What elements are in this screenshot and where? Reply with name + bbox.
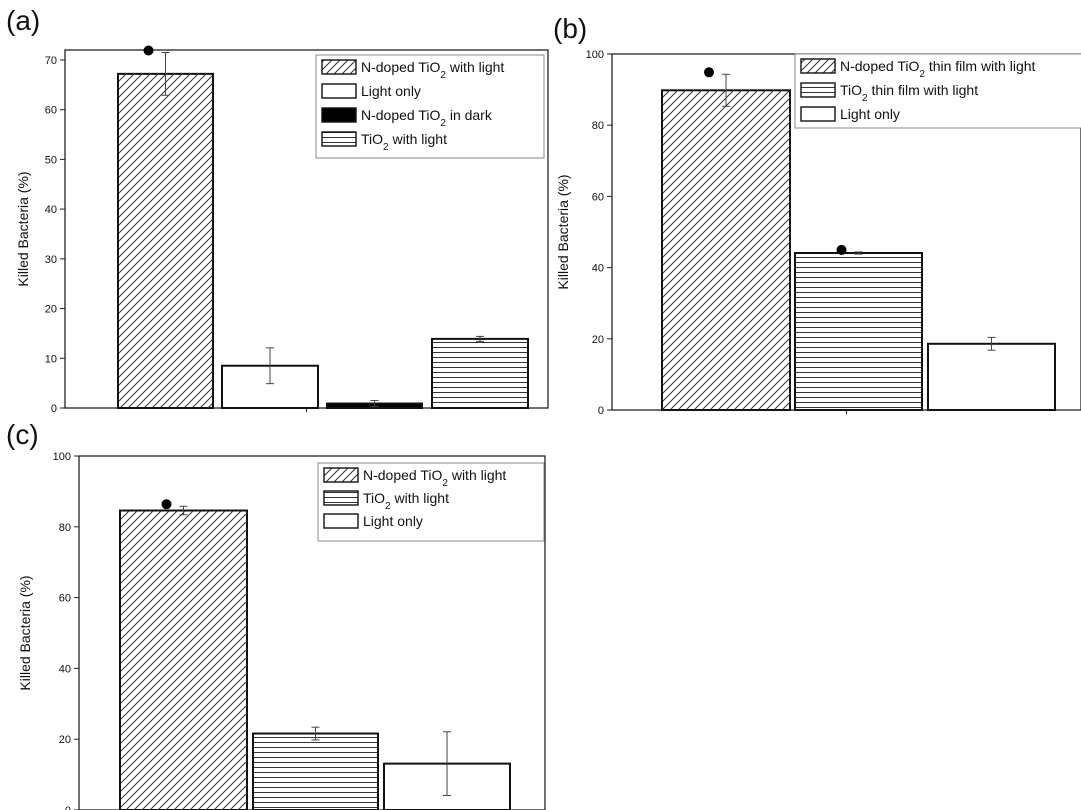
legend-entry: N-doped TiO2 thin film with light	[840, 58, 1036, 80]
legend-entry: Light only	[840, 106, 900, 122]
legend-swatch	[323, 490, 359, 506]
y-tick-label: 100	[53, 451, 71, 463]
y-tick-label: 60	[592, 191, 604, 203]
y-tick-label: 20	[59, 734, 71, 746]
bar	[117, 72, 214, 409]
y-tick-label: 0	[598, 405, 604, 417]
chart-panel-a: 0 10 20 30 40 50 60 70 Killed Bacteria (%) N-dope…	[15, 45, 549, 415]
panel-label-b: (b)	[553, 13, 587, 44]
legend-swatch	[321, 107, 357, 123]
y-tick-label: 40	[59, 663, 71, 675]
legend-entry: TiO2 thin film with light	[840, 82, 978, 104]
legend-entry: TiO2 with light	[361, 131, 447, 153]
plot-frame	[78, 455, 546, 810]
bar	[661, 89, 791, 411]
significance-marker	[704, 67, 714, 78]
y-tick-label: 40	[592, 263, 604, 275]
legend-box	[794, 53, 1081, 129]
legend-swatch	[323, 513, 359, 529]
y-tick-label: 30	[45, 254, 57, 266]
chart-panel-b: 0 20 40 60 80 100 Killed Bacteria (%) N-doped T…	[555, 49, 1081, 417]
y-tick-label: 60	[45, 105, 57, 117]
y-tick-label: 0	[65, 805, 71, 810]
panel-label-c: (c)	[6, 419, 39, 450]
legend-swatch	[800, 58, 836, 74]
y-tick-label: 80	[592, 120, 604, 132]
significance-marker	[143, 45, 154, 56]
chart-panel-c: 0 20 40 60 80 100 Killed Bacteria (%) N-doped T…	[17, 451, 546, 810]
legend-entry: N-doped TiO2 with light	[361, 59, 504, 81]
significance-marker	[161, 499, 172, 510]
y-tick-label: 0	[51, 403, 57, 415]
legend-swatch	[321, 83, 357, 99]
bar	[431, 337, 529, 409]
y-tick-label: 50	[45, 154, 57, 166]
y-axis-label: Killed Bacteria (%)	[15, 171, 31, 286]
legend-swatch	[800, 82, 836, 98]
y-tick-label: 10	[45, 353, 57, 365]
y-tick-label: 20	[592, 334, 604, 346]
panel-label-a: (a)	[6, 5, 40, 36]
y-tick-label: 60	[59, 593, 71, 605]
legend-entry: TiO2 with light	[363, 490, 449, 512]
legend-swatch	[321, 131, 357, 147]
y-axis-label: Killed Bacteria (%)	[17, 575, 33, 690]
y-tick-label: 20	[45, 304, 57, 316]
y-tick-label: 80	[59, 522, 71, 534]
legend-swatch	[323, 467, 359, 483]
legend-entry: Light only	[363, 513, 423, 529]
y-tick-label: 70	[45, 55, 57, 67]
y-tick-label: 40	[45, 204, 57, 216]
bar	[252, 732, 379, 810]
y-tick-label: 100	[586, 49, 604, 61]
bar	[927, 342, 1056, 411]
legend-swatch	[800, 106, 836, 122]
significance-marker	[836, 244, 847, 255]
bar	[794, 252, 923, 411]
legend-entry: N-doped TiO2 with light	[363, 467, 506, 489]
legend-swatch	[321, 59, 357, 75]
bar	[119, 509, 248, 810]
legend-entry: Light only	[361, 83, 421, 99]
legend-entry: N-doped TiO2 in dark	[361, 107, 493, 129]
y-axis-label: Killed Bacteria (%)	[555, 174, 571, 289]
